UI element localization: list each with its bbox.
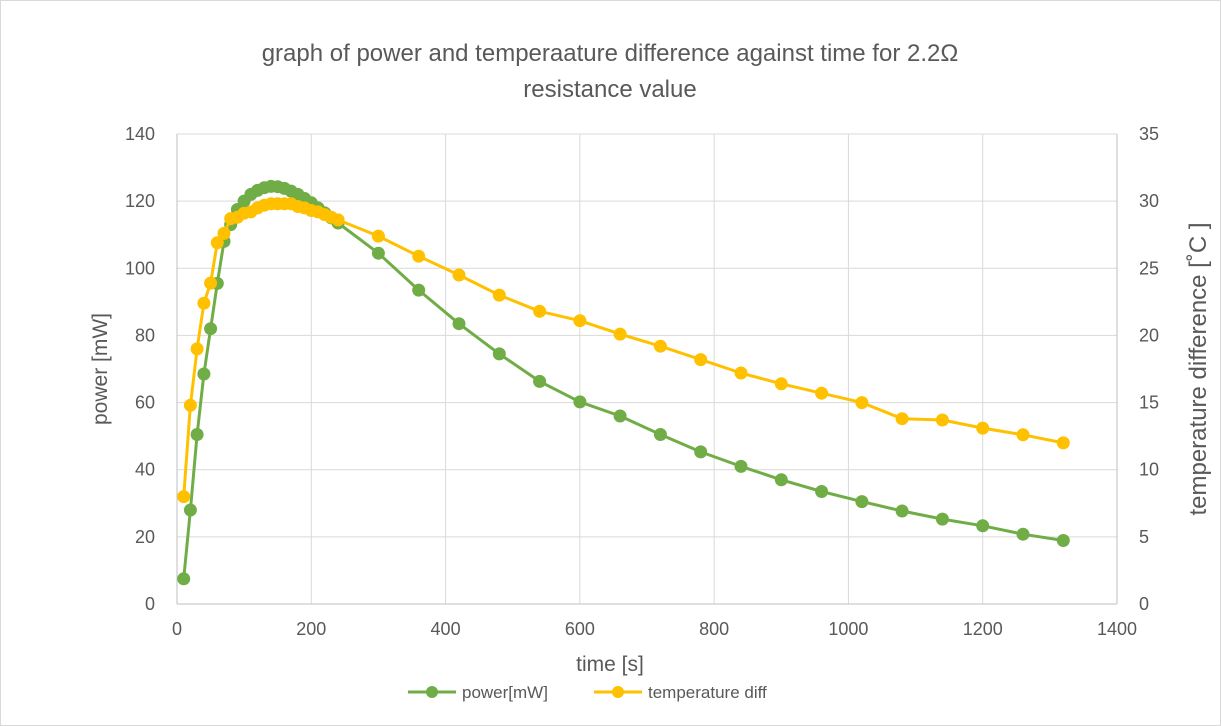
point-temperature-5 [210, 236, 224, 250]
point-power-34 [774, 473, 788, 487]
point-power-25 [412, 283, 426, 297]
point-temperature-32 [694, 353, 708, 367]
point-power-1 [183, 503, 197, 517]
point-temperature-33 [734, 366, 748, 380]
y2-tick-label-25: 25 [1139, 258, 1159, 278]
y2-tick-label-15: 15 [1139, 393, 1159, 413]
y-tick-label-100: 100 [125, 258, 155, 278]
y2-axis-tick-labels: 0 5 10 15 20 25 30 35 [1139, 124, 1159, 614]
point-power-27 [492, 347, 506, 361]
point-power-30 [613, 409, 627, 423]
point-temperature-25 [412, 249, 426, 263]
x-tick-label-400: 400 [431, 619, 461, 639]
legend-item-temperature: temperature diff [594, 683, 767, 702]
point-temperature-28 [533, 304, 547, 318]
y-tick-label-120: 120 [125, 191, 155, 211]
y-axis-title: power [mW] [89, 313, 112, 425]
point-power-26 [452, 317, 466, 331]
point-power-24 [371, 246, 385, 260]
point-temperature-36 [855, 396, 869, 410]
point-power-36 [855, 495, 869, 509]
y2-tick-label-0: 0 [1139, 594, 1149, 614]
point-temperature-40 [1016, 428, 1030, 442]
y2-tick-label-20: 20 [1139, 325, 1159, 345]
point-power-32 [694, 445, 708, 459]
y2-tick-label-10: 10 [1139, 460, 1159, 480]
y-tick-label-60: 60 [135, 393, 155, 413]
y2-tick-label-5: 5 [1139, 527, 1149, 547]
series-line-temperature [182, 202, 1064, 497]
y2-tick-label-30: 30 [1139, 191, 1159, 211]
point-temperature-6 [217, 226, 231, 240]
legend: power[mW] temperature diff [408, 683, 767, 702]
x-tick-label-1200: 1200 [963, 619, 1003, 639]
point-temperature-31 [653, 339, 667, 353]
point-temperature-41 [1056, 436, 1070, 450]
point-temperature-24 [371, 229, 385, 243]
point-power-29 [573, 395, 587, 409]
point-power-33 [734, 459, 748, 473]
legend-item-power: power[mW] [408, 683, 548, 702]
point-power-35 [815, 485, 829, 498]
axes [176, 134, 1118, 605]
point-power-40 [1016, 527, 1030, 541]
point-temperature-29 [573, 314, 587, 328]
chart-title-line-1: graph of power and temperaature differen… [262, 40, 959, 67]
point-temperature-35 [815, 386, 829, 400]
y2-axis-title: temperature difference [˚C ] [1185, 222, 1212, 515]
x-axis-tick-labels: 0 200 400 600 800 1000 1200 1400 [172, 619, 1137, 639]
legend-swatch-power-marker [426, 686, 438, 698]
point-temperature-39 [976, 421, 990, 435]
x-tick-label-600: 600 [565, 619, 595, 639]
point-power-37 [895, 504, 909, 518]
point-power-31 [653, 428, 667, 441]
x-tick-label-800: 800 [699, 619, 729, 639]
x-tick-label-0: 0 [172, 619, 182, 639]
legend-label-power: power[mW] [462, 683, 548, 702]
point-temperature-23 [331, 213, 345, 227]
legend-label-temperature: temperature diff [648, 683, 767, 702]
y2-tick-label-35: 35 [1139, 124, 1159, 144]
point-temperature-37 [895, 412, 909, 426]
point-temperature-2 [190, 342, 204, 356]
legend-swatch-temperature-marker [612, 686, 624, 698]
x-tick-label-200: 200 [296, 619, 326, 639]
x-tick-label-1400: 1400 [1097, 619, 1137, 639]
point-power-28 [533, 374, 547, 388]
series-layer [177, 179, 1070, 586]
x-tick-label-1000: 1000 [828, 619, 868, 639]
x-axis-title: time [s] [576, 653, 644, 676]
y-tick-label-40: 40 [135, 460, 155, 480]
y-tick-label-80: 80 [135, 325, 155, 345]
point-power-3 [197, 367, 211, 381]
point-temperature-26 [452, 268, 466, 282]
point-power-4 [204, 322, 218, 336]
point-power-2 [190, 428, 204, 441]
point-temperature-4 [204, 276, 218, 290]
point-temperature-0 [177, 490, 191, 504]
point-power-38 [935, 512, 949, 526]
y-tick-label-0: 0 [145, 594, 155, 614]
point-power-0 [177, 572, 191, 586]
chart-title-line-2: resistance value [523, 76, 696, 103]
point-temperature-3 [197, 296, 211, 310]
point-power-39 [976, 519, 990, 533]
series-line-power [182, 184, 1064, 579]
y-tick-label-20: 20 [135, 527, 155, 547]
point-temperature-34 [774, 377, 788, 391]
y-tick-label-140: 140 [125, 124, 155, 144]
series-temperature [177, 197, 1070, 504]
point-temperature-30 [613, 327, 627, 341]
point-temperature-1 [183, 398, 197, 412]
point-temperature-27 [492, 288, 506, 302]
y-axis-tick-labels: 0 20 40 60 80 100 120 140 [125, 124, 155, 614]
point-temperature-38 [935, 413, 949, 427]
point-power-41 [1056, 534, 1070, 547]
